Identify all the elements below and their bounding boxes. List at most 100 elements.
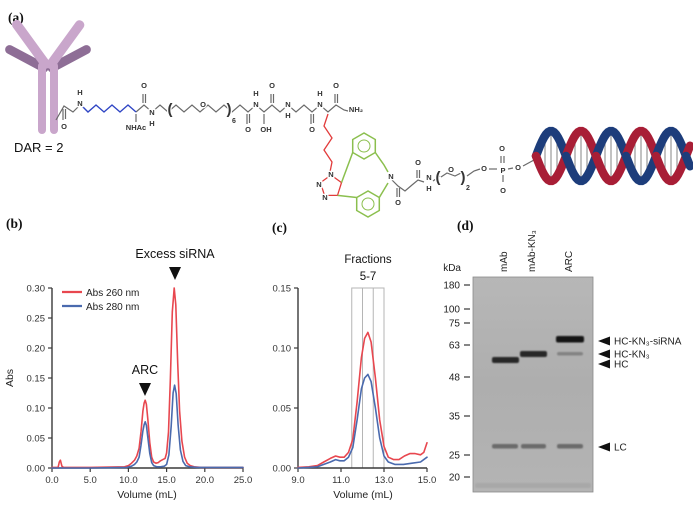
gel-band-front xyxy=(475,483,591,488)
band-annotation: LC xyxy=(614,443,627,454)
gel-band-ARC xyxy=(557,444,583,449)
gel-band-mAb xyxy=(492,357,519,363)
atom-label: O xyxy=(61,122,67,131)
y-tick-label: 0.05 xyxy=(273,404,292,415)
atom-label: O xyxy=(141,81,147,90)
x-axis-label-volume-b: Volume (mL) xyxy=(117,489,177,501)
dbco-rings-green xyxy=(337,132,389,218)
x-tick-label: 0.0 xyxy=(45,475,58,486)
y-tick-label: 0.20 xyxy=(27,344,46,355)
atom-label: O xyxy=(395,198,401,207)
atom-label: O xyxy=(500,186,506,195)
atom-label: P xyxy=(500,166,505,175)
panel-a-structure: (a) DAR = 2 xyxy=(5,10,693,218)
sirna-helix xyxy=(531,126,693,186)
atom-label: ( xyxy=(436,169,441,186)
atom-label: H xyxy=(77,88,82,97)
linker-backbone xyxy=(55,94,535,197)
helix-strand-blue xyxy=(561,151,601,186)
atom-label: H xyxy=(285,111,290,120)
kda-unit-label: kDa xyxy=(443,263,461,274)
ladder-label-180: 180 xyxy=(443,281,460,292)
gel-band-ARC xyxy=(556,336,584,343)
lane-label-mab-kn3: mAb-KN₃ xyxy=(527,230,538,272)
x-tick-label: 11.0 xyxy=(332,475,350,486)
lysine-linker-blue xyxy=(81,104,137,113)
azide-triazole-red xyxy=(319,113,343,197)
atom-label: O xyxy=(333,81,339,90)
atom-label: N xyxy=(77,99,82,108)
band-arrow xyxy=(598,359,610,369)
arrow-excess-sirna xyxy=(169,267,181,280)
atom-label: NH₂ xyxy=(349,105,363,114)
chart-c: 9.0 11.0 13.0 15.0 0.00 0.05 0.10 0.15 xyxy=(273,284,437,487)
gel-band-mAb xyxy=(492,444,518,449)
helix-strand-blue xyxy=(531,126,571,161)
atom-label: O xyxy=(448,165,454,174)
annotation-arc: ARC xyxy=(132,363,158,377)
gel-band-ARC xyxy=(557,352,583,356)
arrow-arc xyxy=(139,383,151,396)
ladder-label-35: 35 xyxy=(449,412,461,423)
fractions-title-line1: Fractions xyxy=(344,254,392,266)
atom-labels: OHNNHAcONH(O)6OHNOHONHOHNONH₂NNNNOONH(O)… xyxy=(60,80,523,209)
x-tick-label: 13.0 xyxy=(375,475,394,486)
gel-bands xyxy=(475,336,591,488)
helix-strand-blue xyxy=(651,126,691,161)
x-axis-label-volume-c: Volume (mL) xyxy=(333,489,393,501)
atom-label: O xyxy=(515,163,521,172)
antibody-icon xyxy=(5,19,91,134)
x-tick-label: 15.0 xyxy=(157,475,176,486)
band-annotation: HC-KN₃ xyxy=(614,350,650,361)
ladder-label-75: 75 xyxy=(449,319,461,330)
atom-label: N xyxy=(316,180,321,189)
atom-label: O xyxy=(309,125,315,134)
gel-ladder: 180 100 75 63 48 35 25 20 xyxy=(443,281,470,484)
atom-label: O xyxy=(481,164,487,173)
gel-image xyxy=(472,276,594,493)
x-tick-label: 9.0 xyxy=(291,475,304,486)
atom-label: N xyxy=(317,100,322,109)
helix-strand-red xyxy=(621,126,661,161)
y-axis-label-abs: Abs xyxy=(4,369,16,387)
helix-strand-blue xyxy=(591,126,631,161)
helix-strand-red xyxy=(591,151,631,186)
atom-label: H xyxy=(317,89,322,98)
helix-strand-blue xyxy=(621,151,661,186)
helix-strand-red xyxy=(531,151,571,186)
band-annotation: HC xyxy=(614,360,628,371)
y-tick-label: 0.05 xyxy=(27,434,46,445)
helix-strand-red xyxy=(651,151,691,186)
band-arrow xyxy=(598,442,610,452)
panel-c-label: (c) xyxy=(272,220,287,235)
band-arrow xyxy=(598,336,610,346)
helix-strand-red xyxy=(561,126,601,161)
atom-label: N xyxy=(426,173,431,182)
legend-label-280: Abs 280 nm xyxy=(86,302,139,313)
panel-b-chromatogram: (b) 0.0 5.0 10.0 15.0 20.0 25.00.000.050.100.… xyxy=(4,216,252,501)
atom-label: H xyxy=(149,119,154,128)
legend-label-260: Abs 260 nm xyxy=(86,288,139,299)
atom-label: ( xyxy=(168,101,173,118)
atom-label: N xyxy=(149,108,154,117)
atom-label: N xyxy=(388,172,393,181)
atom-label: ) xyxy=(461,169,466,186)
chart-b: 0.0 5.0 10.0 15.0 20.0 25.0 0.00 0.05 0.10 0.15 0.… xyxy=(27,284,253,487)
y-tick-label: 0.25 xyxy=(27,314,46,325)
ladder-label-25: 25 xyxy=(449,451,461,462)
band-arrow xyxy=(598,349,610,359)
atom-label: H xyxy=(426,184,431,193)
atom-label: 2 xyxy=(466,185,470,192)
atom-label: O xyxy=(499,144,505,153)
panel-c-fractions: (c) 9.0 11.0 13.0 15.0 0.00 0.05 0.10 0.15 Frac… xyxy=(272,220,436,501)
trace-abs-280-nm xyxy=(51,384,244,469)
atom-label: 6 xyxy=(232,118,236,125)
x-tick-label: 5.0 xyxy=(84,475,97,486)
ladder-label-100: 100 xyxy=(443,305,460,316)
atom-label: O xyxy=(269,81,275,90)
helix-strand-blue xyxy=(681,151,693,171)
atom-label: OH xyxy=(260,125,271,134)
x-tick-label: 20.0 xyxy=(196,475,215,486)
